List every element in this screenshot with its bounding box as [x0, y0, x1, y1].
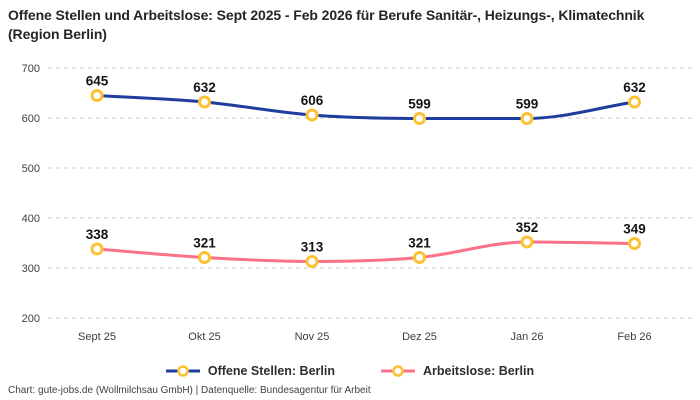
chart-attribution: Chart: gute-jobs.de (Wollmilchsau GmbH) … — [8, 385, 371, 396]
data-point-marker — [305, 108, 319, 122]
data-point-marker — [90, 89, 104, 102]
y-tick-label: 500 — [22, 163, 40, 175]
x-tick-label: Feb 26 — [617, 331, 651, 343]
chart-title: Offene Stellen und Arbeitslose: Sept 202… — [8, 7, 645, 42]
legend-label: Arbeitslose: Berlin — [422, 364, 535, 378]
data-point-marker — [305, 255, 319, 268]
y-tick-label: 400 — [22, 213, 40, 225]
legend-swatch-icon — [165, 365, 200, 377]
line-chart: 200 300 400 500 600 700 Sept 25 Okt 25 Nov 25 Dez… — [22, 63, 692, 343]
data-point-marker — [198, 251, 211, 264]
data-point-label: 599 — [408, 97, 431, 112]
x-tick-label: Sept 25 — [78, 331, 116, 343]
data-point-label: 632 — [193, 80, 216, 95]
legend-item: Arbeitslose: Berlin — [380, 364, 535, 378]
y-tick-label: 700 — [22, 63, 40, 75]
legend-swatch-icon — [380, 365, 415, 377]
x-tick-label: Jan 26 — [510, 331, 543, 343]
data-point-label: 349 — [623, 222, 646, 237]
data-point-marker — [198, 95, 211, 109]
series-line — [95, 94, 636, 120]
data-point-label: 352 — [516, 220, 539, 235]
data-point-label: 606 — [301, 93, 324, 108]
data-point-label: 645 — [86, 74, 109, 89]
data-point-marker — [628, 95, 641, 109]
y-tick-label: 300 — [22, 263, 40, 275]
data-point-marker — [413, 112, 426, 125]
data-point-marker — [520, 235, 534, 249]
data-point-marker — [628, 237, 641, 250]
series-line — [95, 240, 636, 264]
x-tick-label: Nov 25 — [295, 331, 330, 343]
data-point-marker — [520, 112, 534, 125]
legend-item: Offene Stellen: Berlin — [165, 364, 335, 378]
data-point-label: 632 — [623, 80, 646, 95]
chart-legend: Offene Stellen: Berlin Arbeitslose: Berli… — [0, 358, 700, 384]
x-tick-label: Dez 25 — [402, 331, 437, 343]
data-point-marker — [90, 242, 104, 256]
data-point-label: 338 — [86, 227, 109, 242]
y-tick-label: 200 — [22, 313, 40, 325]
data-point-label: 321 — [408, 236, 431, 251]
legend-label: Offene Stellen: Berlin — [207, 364, 335, 378]
y-tick-label: 600 — [22, 113, 40, 125]
x-tick-label: Okt 25 — [188, 331, 220, 343]
data-point-label: 313 — [301, 240, 324, 255]
data-point-label: 321 — [193, 236, 216, 251]
data-point-marker — [413, 251, 426, 264]
data-point-label: 599 — [516, 97, 539, 112]
